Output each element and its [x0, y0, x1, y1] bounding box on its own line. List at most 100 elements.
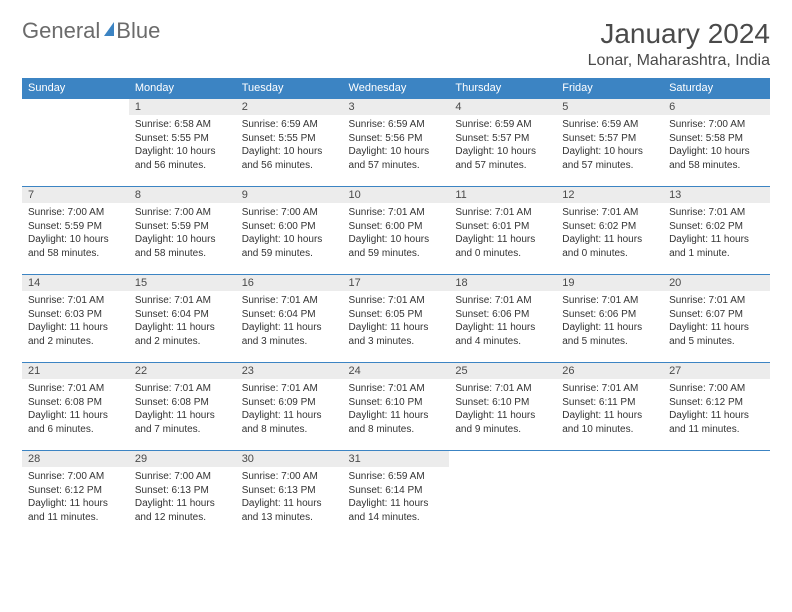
day-details: Sunrise: 7:00 AMSunset: 6:13 PMDaylight:… [236, 467, 343, 527]
day-details: Sunrise: 7:01 AMSunset: 6:02 PMDaylight:… [663, 203, 770, 263]
calendar-cell: 2Sunrise: 6:59 AMSunset: 5:55 PMDaylight… [236, 99, 343, 187]
day-number: 5 [556, 99, 663, 115]
calendar-cell: 22Sunrise: 7:01 AMSunset: 6:08 PMDayligh… [129, 363, 236, 451]
calendar-cell: 19Sunrise: 7:01 AMSunset: 6:06 PMDayligh… [556, 275, 663, 363]
day-details: Sunrise: 6:59 AMSunset: 5:56 PMDaylight:… [343, 115, 450, 175]
day-details: Sunrise: 6:59 AMSunset: 6:14 PMDaylight:… [343, 467, 450, 527]
day-number: 21 [22, 363, 129, 379]
day-details: Sunrise: 7:00 AMSunset: 6:13 PMDaylight:… [129, 467, 236, 527]
weekday-header: Thursday [449, 78, 556, 99]
calendar-cell: 8Sunrise: 7:00 AMSunset: 5:59 PMDaylight… [129, 187, 236, 275]
weekday-header: Sunday [22, 78, 129, 99]
calendar-cell: 18Sunrise: 7:01 AMSunset: 6:06 PMDayligh… [449, 275, 556, 363]
day-details: Sunrise: 7:01 AMSunset: 6:00 PMDaylight:… [343, 203, 450, 263]
calendar-cell: 14Sunrise: 7:01 AMSunset: 6:03 PMDayligh… [22, 275, 129, 363]
day-number: 11 [449, 187, 556, 203]
day-number: 18 [449, 275, 556, 291]
day-number: 24 [343, 363, 450, 379]
day-number: 8 [129, 187, 236, 203]
day-details: Sunrise: 7:01 AMSunset: 6:06 PMDaylight:… [449, 291, 556, 351]
day-number: 4 [449, 99, 556, 115]
day-number: 10 [343, 187, 450, 203]
day-details: Sunrise: 7:01 AMSunset: 6:06 PMDaylight:… [556, 291, 663, 351]
calendar-cell: 28Sunrise: 7:00 AMSunset: 6:12 PMDayligh… [22, 451, 129, 539]
day-number: 29 [129, 451, 236, 467]
day-details: Sunrise: 7:00 AMSunset: 6:12 PMDaylight:… [663, 379, 770, 439]
calendar-row: 21Sunrise: 7:01 AMSunset: 6:08 PMDayligh… [22, 363, 770, 451]
day-details: Sunrise: 7:01 AMSunset: 6:01 PMDaylight:… [449, 203, 556, 263]
weekday-header: Monday [129, 78, 236, 99]
day-details: Sunrise: 7:01 AMSunset: 6:05 PMDaylight:… [343, 291, 450, 351]
calendar-cell: 9Sunrise: 7:00 AMSunset: 6:00 PMDaylight… [236, 187, 343, 275]
day-details: Sunrise: 7:01 AMSunset: 6:02 PMDaylight:… [556, 203, 663, 263]
day-number: 2 [236, 99, 343, 115]
calendar-row: ..1Sunrise: 6:58 AMSunset: 5:55 PMDaylig… [22, 99, 770, 187]
calendar-cell: 11Sunrise: 7:01 AMSunset: 6:01 PMDayligh… [449, 187, 556, 275]
calendar-cell: 31Sunrise: 6:59 AMSunset: 6:14 PMDayligh… [343, 451, 450, 539]
day-number: 17 [343, 275, 450, 291]
weekday-header-row: SundayMondayTuesdayWednesdayThursdayFrid… [22, 78, 770, 99]
calendar-cell: 17Sunrise: 7:01 AMSunset: 6:05 PMDayligh… [343, 275, 450, 363]
calendar-cell: 25Sunrise: 7:01 AMSunset: 6:10 PMDayligh… [449, 363, 556, 451]
location-text: Lonar, Maharashtra, India [588, 52, 770, 70]
day-details: Sunrise: 7:01 AMSunset: 6:03 PMDaylight:… [22, 291, 129, 351]
calendar-cell: .. [22, 99, 129, 187]
day-details: Sunrise: 7:00 AMSunset: 5:58 PMDaylight:… [663, 115, 770, 175]
calendar-cell: .. [556, 451, 663, 539]
brand-word2: Blue [116, 18, 160, 44]
day-number: 20 [663, 275, 770, 291]
weekday-header: Wednesday [343, 78, 450, 99]
calendar-cell: 26Sunrise: 7:01 AMSunset: 6:11 PMDayligh… [556, 363, 663, 451]
day-details: Sunrise: 7:01 AMSunset: 6:08 PMDaylight:… [129, 379, 236, 439]
day-details: Sunrise: 7:00 AMSunset: 6:12 PMDaylight:… [22, 467, 129, 527]
day-number: 23 [236, 363, 343, 379]
calendar-cell: 10Sunrise: 7:01 AMSunset: 6:00 PMDayligh… [343, 187, 450, 275]
day-details: Sunrise: 7:00 AMSunset: 5:59 PMDaylight:… [129, 203, 236, 263]
calendar-cell: 12Sunrise: 7:01 AMSunset: 6:02 PMDayligh… [556, 187, 663, 275]
calendar-row: 28Sunrise: 7:00 AMSunset: 6:12 PMDayligh… [22, 451, 770, 539]
weekday-header: Friday [556, 78, 663, 99]
day-number: 25 [449, 363, 556, 379]
calendar-cell: 5Sunrise: 6:59 AMSunset: 5:57 PMDaylight… [556, 99, 663, 187]
day-details: Sunrise: 6:58 AMSunset: 5:55 PMDaylight:… [129, 115, 236, 175]
calendar-cell: .. [663, 451, 770, 539]
calendar-cell: 23Sunrise: 7:01 AMSunset: 6:09 PMDayligh… [236, 363, 343, 451]
day-number: 14 [22, 275, 129, 291]
calendar-cell: 21Sunrise: 7:01 AMSunset: 6:08 PMDayligh… [22, 363, 129, 451]
day-details: Sunrise: 7:01 AMSunset: 6:07 PMDaylight:… [663, 291, 770, 351]
day-details: Sunrise: 7:01 AMSunset: 6:04 PMDaylight:… [129, 291, 236, 351]
calendar-body: ..1Sunrise: 6:58 AMSunset: 5:55 PMDaylig… [22, 99, 770, 539]
brand-logo: General Blue [22, 18, 160, 44]
calendar-cell: 29Sunrise: 7:00 AMSunset: 6:13 PMDayligh… [129, 451, 236, 539]
day-number: 26 [556, 363, 663, 379]
page-title: January 2024 [588, 18, 770, 50]
day-details: Sunrise: 7:00 AMSunset: 6:00 PMDaylight:… [236, 203, 343, 263]
day-number: 6 [663, 99, 770, 115]
day-number: 31 [343, 451, 450, 467]
day-details: Sunrise: 7:01 AMSunset: 6:10 PMDaylight:… [343, 379, 450, 439]
day-number: 30 [236, 451, 343, 467]
day-number: 28 [22, 451, 129, 467]
calendar-cell: 7Sunrise: 7:00 AMSunset: 5:59 PMDaylight… [22, 187, 129, 275]
calendar-cell: .. [449, 451, 556, 539]
day-details: Sunrise: 7:01 AMSunset: 6:08 PMDaylight:… [22, 379, 129, 439]
day-number: 22 [129, 363, 236, 379]
day-number: 13 [663, 187, 770, 203]
day-number: 7 [22, 187, 129, 203]
calendar-cell: 24Sunrise: 7:01 AMSunset: 6:10 PMDayligh… [343, 363, 450, 451]
calendar-table: SundayMondayTuesdayWednesdayThursdayFrid… [22, 78, 770, 539]
day-details: Sunrise: 6:59 AMSunset: 5:55 PMDaylight:… [236, 115, 343, 175]
day-number: 19 [556, 275, 663, 291]
day-number: 15 [129, 275, 236, 291]
day-number: 12 [556, 187, 663, 203]
calendar-cell: 1Sunrise: 6:58 AMSunset: 5:55 PMDaylight… [129, 99, 236, 187]
day-details: Sunrise: 7:01 AMSunset: 6:09 PMDaylight:… [236, 379, 343, 439]
calendar-cell: 13Sunrise: 7:01 AMSunset: 6:02 PMDayligh… [663, 187, 770, 275]
day-number: 1 [129, 99, 236, 115]
header: General Blue January 2024 Lonar, Maharas… [22, 18, 770, 70]
day-number: 16 [236, 275, 343, 291]
calendar-cell: 3Sunrise: 6:59 AMSunset: 5:56 PMDaylight… [343, 99, 450, 187]
brand-word1: General [22, 18, 100, 44]
day-details: Sunrise: 7:01 AMSunset: 6:10 PMDaylight:… [449, 379, 556, 439]
calendar-cell: 4Sunrise: 6:59 AMSunset: 5:57 PMDaylight… [449, 99, 556, 187]
